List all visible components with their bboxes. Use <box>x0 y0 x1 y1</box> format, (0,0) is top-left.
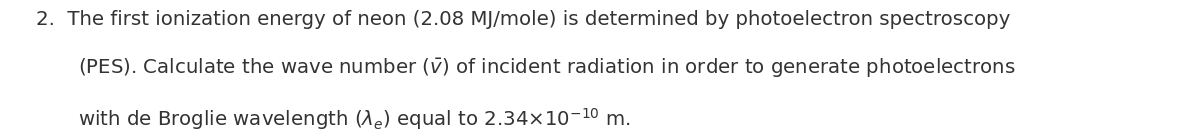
Text: (PES). Calculate the wave number ($\bar{v}$) of incident radiation in order to g: (PES). Calculate the wave number ($\bar{… <box>78 56 1015 79</box>
Text: 2.  The first ionization energy of neon (2.08 MJ/mole) is determined by photoele: 2. The first ionization energy of neon (… <box>36 10 1010 29</box>
Text: with de Broglie wavelength ($\lambda_e$) equal to 2.34×10$^{-10}$ m.: with de Broglie wavelength ($\lambda_e$)… <box>78 107 631 130</box>
